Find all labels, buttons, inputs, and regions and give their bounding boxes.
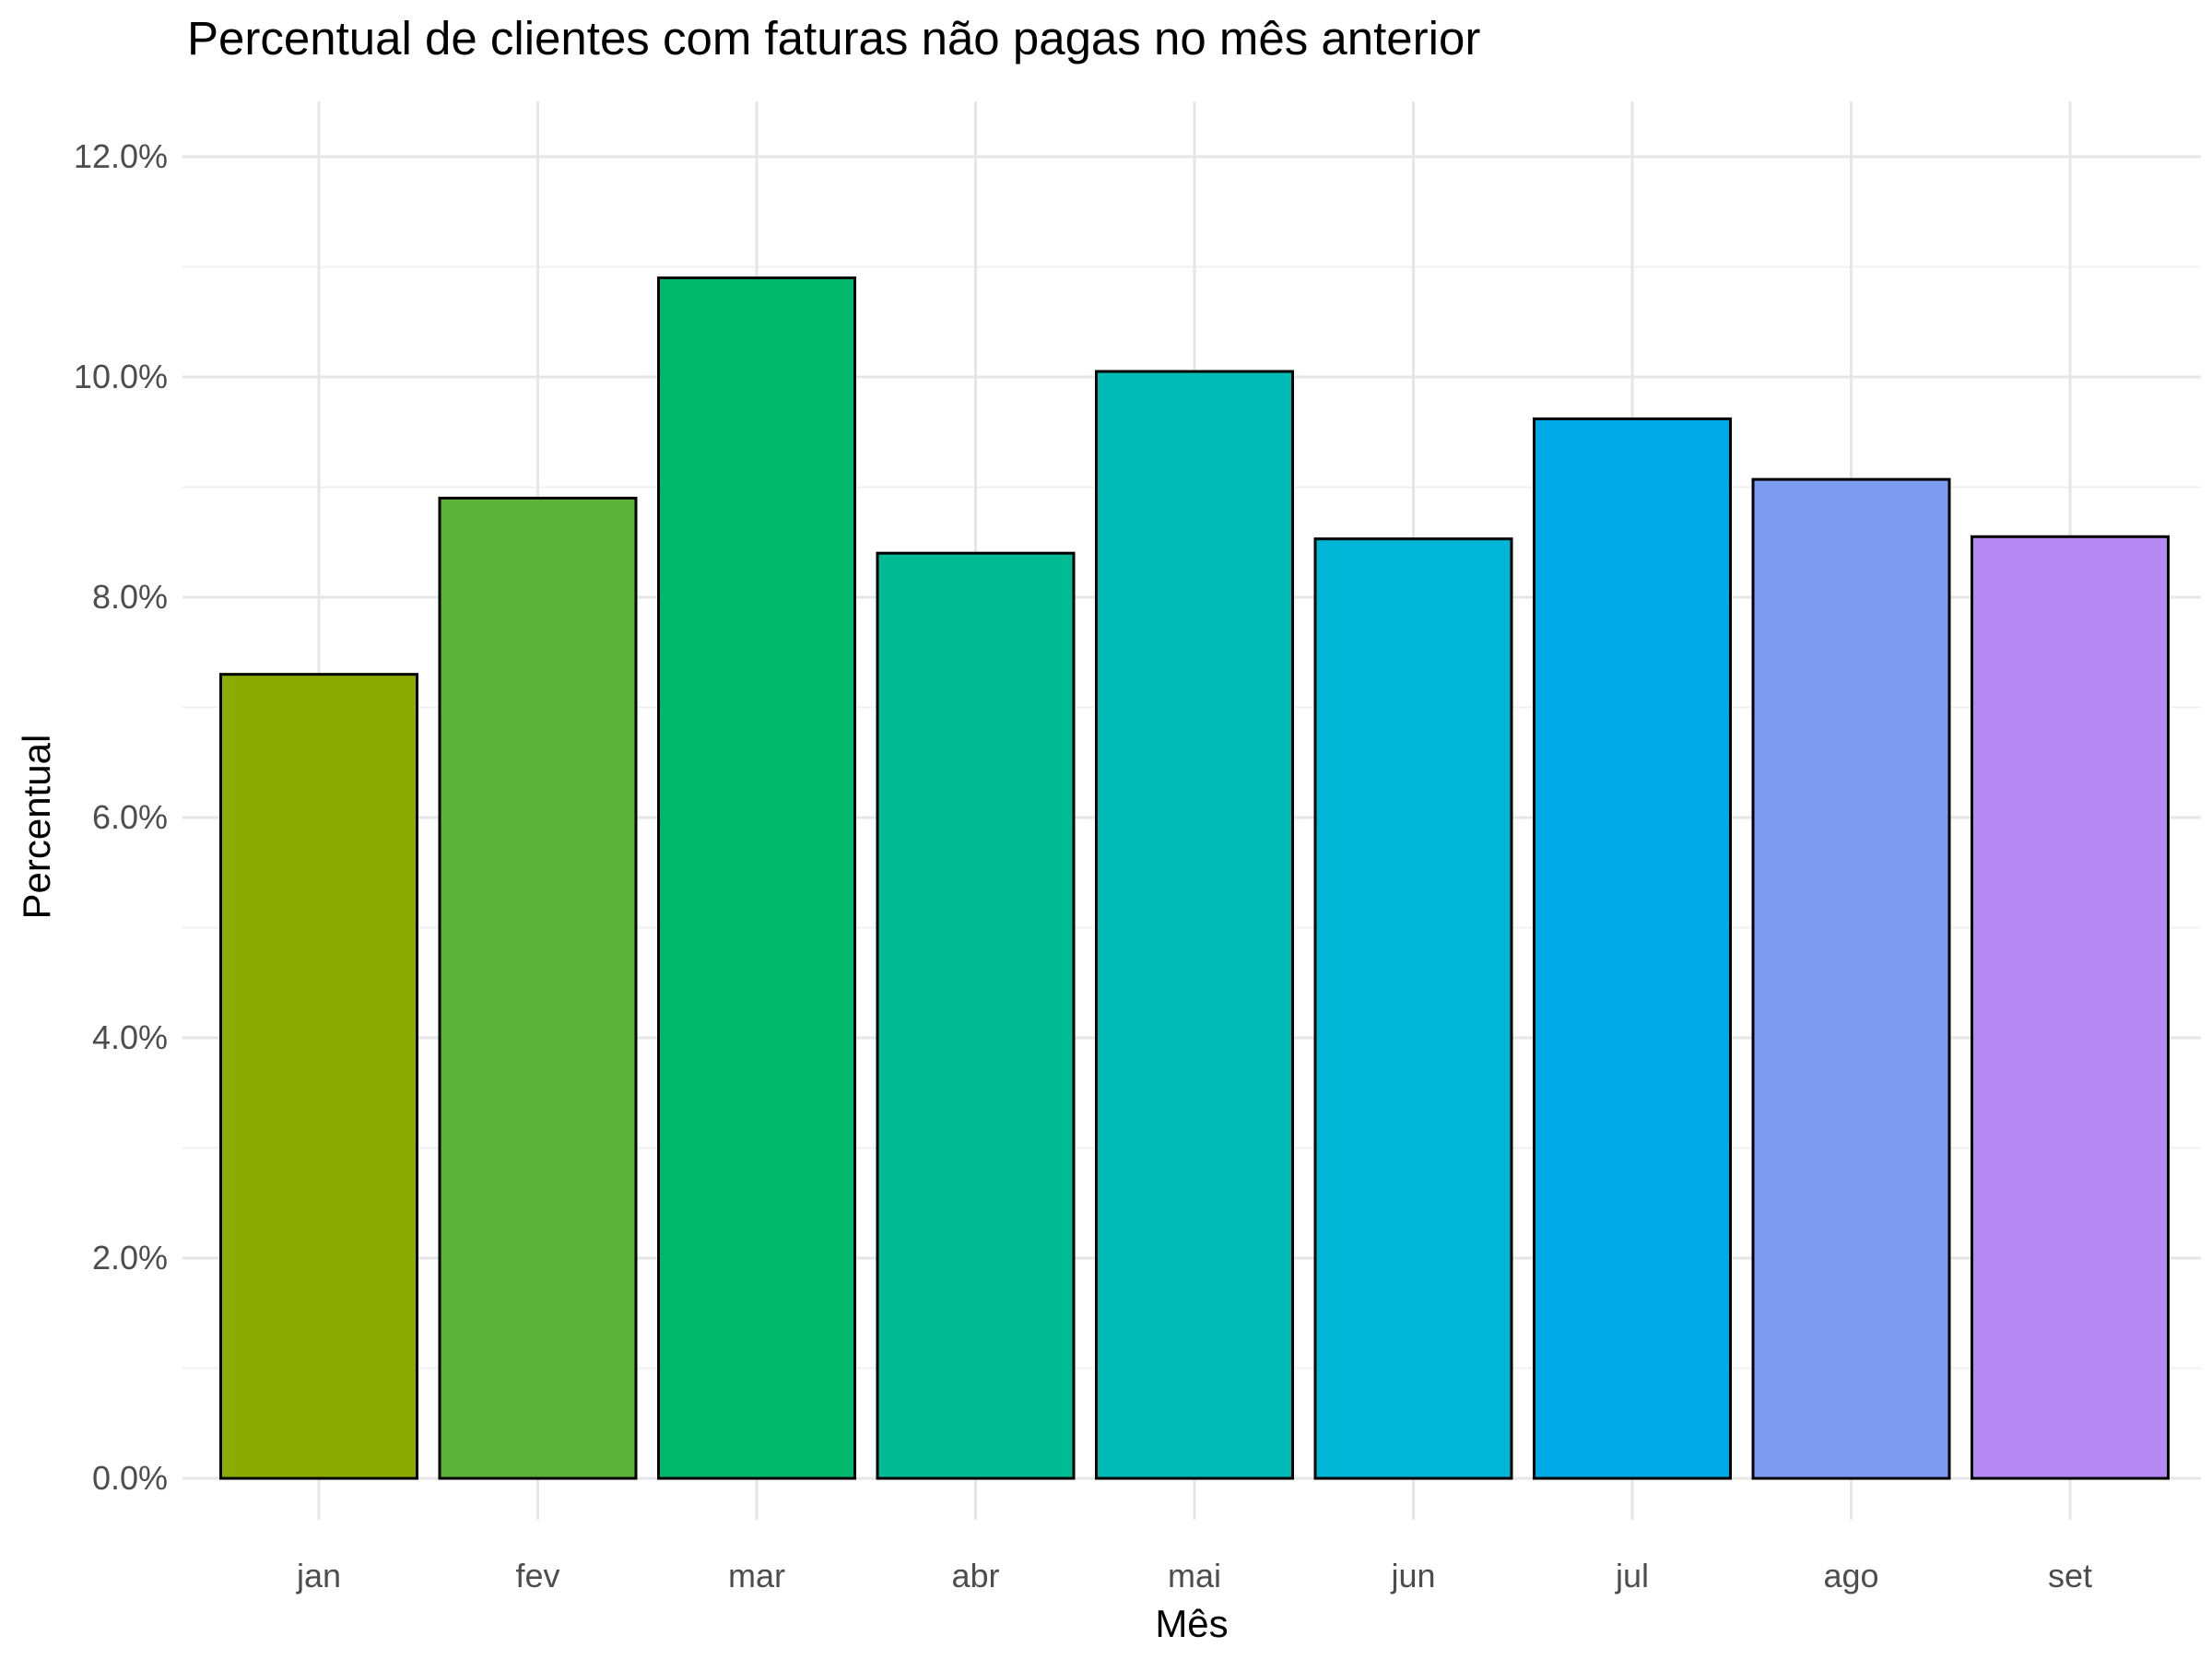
chart-title: Percentual de clientes com faturas não p… bbox=[187, 12, 1481, 65]
y-tick-label: 8.0% bbox=[92, 578, 168, 616]
bar-jan bbox=[219, 673, 418, 1480]
bar-mar bbox=[657, 276, 856, 1480]
bar-jun bbox=[1313, 537, 1513, 1480]
x-tick-labels: jan fev mar abr mai jun jul ago set bbox=[296, 1557, 2092, 1594]
y-axis-title: Percentual bbox=[15, 735, 58, 920]
x-tick-label: jun bbox=[1390, 1557, 1435, 1594]
bar-ago bbox=[1751, 477, 1951, 1480]
bar-abr bbox=[876, 551, 1076, 1480]
bar-set bbox=[1971, 535, 2170, 1480]
x-axis-title: Mês bbox=[1155, 1602, 1228, 1645]
y-tick-label: 12.0% bbox=[74, 137, 168, 175]
x-tick-label: jan bbox=[296, 1557, 341, 1594]
y-tick-label: 2.0% bbox=[92, 1239, 168, 1277]
y-tick-label: 4.0% bbox=[92, 1018, 168, 1056]
bar-fev bbox=[438, 496, 638, 1480]
bar-jul bbox=[1533, 417, 1732, 1480]
x-tick-label: jul bbox=[1615, 1557, 1649, 1594]
bars bbox=[219, 276, 2170, 1480]
x-tick-label: abr bbox=[951, 1557, 999, 1594]
x-tick-label: fev bbox=[515, 1557, 559, 1594]
x-tick-label: mar bbox=[728, 1557, 785, 1594]
x-tick-label: mai bbox=[1168, 1557, 1221, 1594]
bar-mai bbox=[1095, 370, 1294, 1480]
y-tick-label: 10.0% bbox=[74, 358, 168, 395]
x-tick-label: set bbox=[2048, 1557, 2092, 1594]
y-tick-label: 6.0% bbox=[92, 798, 168, 836]
y-tick-labels: 0.0% 2.0% 4.0% 6.0% 8.0% 10.0% 12.0% bbox=[74, 137, 168, 1497]
x-tick-label: ago bbox=[1823, 1557, 1878, 1594]
y-tick-label: 0.0% bbox=[92, 1459, 168, 1497]
